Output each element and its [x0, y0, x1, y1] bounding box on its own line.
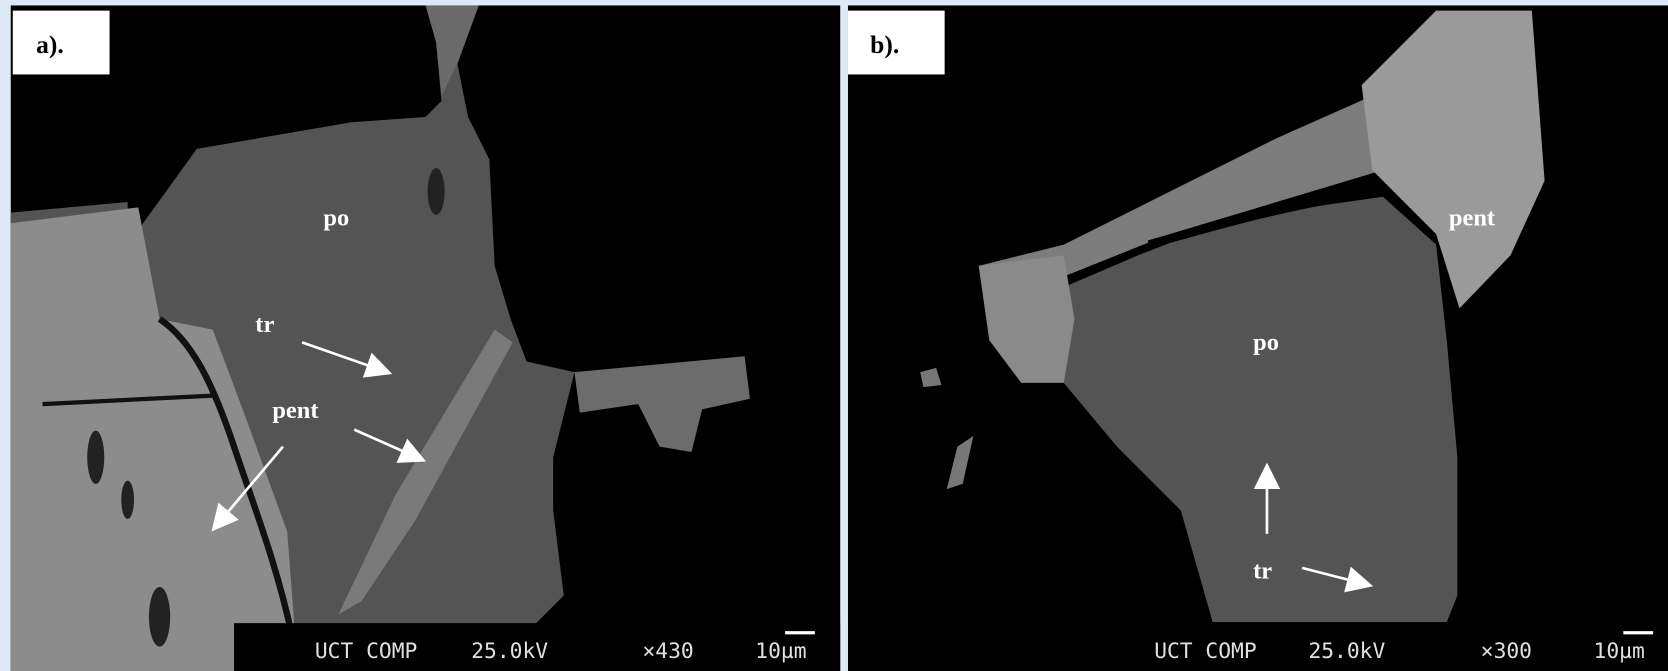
grain-small: [946, 435, 974, 490]
annotation: tr: [1253, 557, 1272, 584]
arrow: [211, 445, 284, 532]
grain-fragment: [574, 356, 750, 452]
annotation: po: [1253, 329, 1279, 356]
label-box: [847, 10, 945, 75]
crack: [157, 316, 296, 639]
annotation: tr: [255, 311, 274, 338]
info-detector: UCT COMP: [315, 639, 417, 664]
divider: [840, 5, 848, 671]
grain-top: [425, 5, 479, 96]
info-magnification: ×300: [1481, 639, 1532, 664]
arrow: [1301, 566, 1374, 593]
info-bar: [234, 623, 841, 671]
annotation: pent: [1449, 204, 1496, 231]
panel-a: po tr pent UCT COMP 25.0kV ×430 10µm a).: [10, 5, 841, 671]
info-bar: [1074, 623, 1668, 671]
info-scale: 10µm: [755, 639, 806, 664]
grain-pent-vein: [338, 329, 513, 615]
annotation: po: [323, 204, 349, 231]
grain-pent: [10, 207, 298, 671]
info-magnification: ×430: [643, 639, 694, 664]
crack: [1147, 187, 1384, 249]
arrow: [353, 428, 427, 463]
info-voltage: 25.0kV: [1308, 639, 1385, 664]
panel-label: a).: [36, 30, 64, 59]
panel-b: pent po tr UCT COMP 25.0kV ×300 10µm b).: [847, 5, 1668, 671]
crack: [42, 393, 213, 407]
info-detector: UCT COMP: [1154, 639, 1256, 664]
info-scale: 10µm: [1594, 639, 1645, 664]
panel-label: b).: [870, 30, 899, 59]
grain-small: [920, 367, 942, 388]
label-box: [12, 10, 110, 75]
grain-fragment: [978, 255, 1075, 383]
annotation: pent: [272, 397, 319, 424]
arrow: [301, 341, 393, 378]
pits: [87, 168, 445, 647]
info-voltage: 25.0kV: [471, 639, 548, 664]
grain-edge: [978, 95, 1383, 320]
grain-po: [1042, 196, 1458, 623]
grain-pent: [1361, 10, 1545, 309]
